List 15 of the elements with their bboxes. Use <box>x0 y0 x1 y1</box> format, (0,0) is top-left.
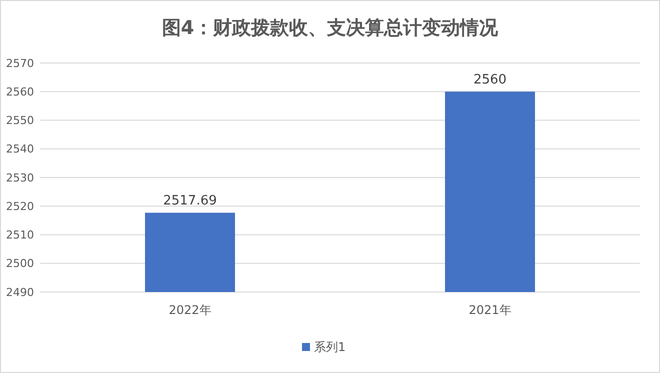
y-tick-label: 2550 <box>6 114 34 128</box>
y-tick-label: 2530 <box>6 171 34 184</box>
x-tick-label: 2022年 <box>168 303 212 317</box>
y-tick-label: 2500 <box>6 257 34 270</box>
y-tick-label: 2510 <box>6 228 34 242</box>
y-tick-label: 2520 <box>6 200 34 213</box>
y-tick-label: 2490 <box>6 286 34 299</box>
chart-title: 图4：财政拨款收、支决算总计变动情况 <box>162 17 500 39</box>
x-tick-label: 2021年 <box>468 303 512 317</box>
y-tick-label: 2560 <box>6 85 34 98</box>
y-tick-label: 2570 <box>6 56 34 70</box>
y-tick-label: 2540 <box>6 142 34 156</box>
data-label: 2517.69 <box>163 194 217 209</box>
data-label: 2560 <box>473 72 507 88</box>
legend-label: 系列1 <box>314 340 346 354</box>
